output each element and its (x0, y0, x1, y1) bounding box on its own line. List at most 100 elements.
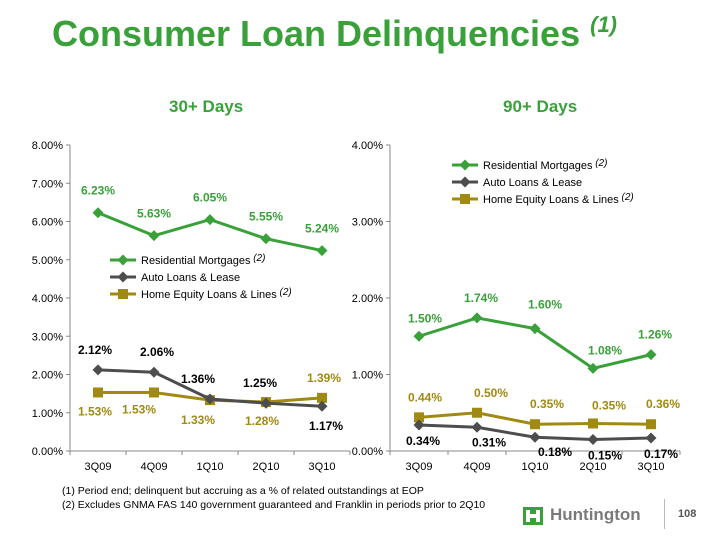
data-label-residential: 1.60% (528, 298, 562, 312)
legend-footnote: (2) (619, 192, 634, 203)
data-point-home_equity (93, 387, 103, 398)
data-label-residential: 5.24% (305, 222, 339, 236)
data-point-auto (316, 400, 328, 412)
x-tick-label: 3Q09 (406, 461, 433, 473)
data-point-auto (471, 421, 483, 433)
legend-label-residential: Residential Mortgages (2) (483, 158, 607, 172)
x-tick-label: 4Q09 (141, 461, 168, 473)
logo-divider (664, 499, 665, 529)
data-point-auto (587, 434, 599, 446)
data-label-auto: 0.17% (644, 447, 678, 461)
data-label-home_equity: 1.39% (307, 371, 341, 385)
page-number: 108 (678, 508, 697, 520)
data-point-home_equity (472, 407, 482, 418)
data-label-home_equity: 0.36% (646, 397, 680, 411)
y-tick-label: 3.00% (352, 217, 383, 229)
x-tick-label: 3Q09 (85, 461, 112, 473)
y-tick-label: 1.00% (352, 370, 383, 382)
data-label-home_equity: 1.53% (78, 404, 112, 418)
legend-marker-home_equity (118, 289, 128, 299)
data-label-home_equity: 0.35% (530, 397, 564, 411)
data-point-residential (645, 349, 657, 361)
y-tick-label: 5.00% (32, 255, 63, 267)
data-label-residential: 1.08% (588, 343, 622, 357)
x-tick-label: 2Q10 (253, 461, 280, 473)
data-label-residential: 6.23% (81, 184, 115, 198)
page-title-footnote: (1) (590, 12, 618, 37)
data-label-auto: 1.17% (309, 419, 343, 433)
footnote-1: (1) Period end; delinquent but accruing … (62, 485, 424, 497)
footnotes: (1) Period end; delinquent but accruing … (62, 484, 485, 512)
y-tick-label: 6.00% (32, 217, 63, 229)
data-point-residential (316, 245, 328, 257)
data-label-auto: 2.06% (140, 345, 174, 359)
legend-marker-residential (117, 254, 129, 266)
y-tick-label: 7.00% (32, 178, 63, 190)
x-tick-label: 1Q10 (197, 461, 224, 473)
data-point-residential (413, 330, 425, 342)
legend-marker-auto (459, 176, 471, 188)
chart-left-title: 30+ Days (169, 97, 244, 116)
y-tick-label: 8.00% (32, 140, 63, 152)
legend-label-auto: Auto Loans & Lease (141, 272, 240, 284)
data-point-home_equity (149, 387, 159, 398)
x-tick-label: 2Q10 (580, 461, 607, 473)
page-title-text: Consumer Loan Delinquencies (52, 13, 581, 54)
data-label-residential: 1.50% (408, 311, 442, 325)
y-tick-label: 2.00% (352, 293, 383, 305)
x-tick-label: 3Q10 (638, 461, 665, 473)
y-tick-label: 1.00% (32, 408, 63, 420)
data-label-auto: 2.12% (78, 343, 112, 357)
data-label-auto: 0.34% (406, 434, 440, 448)
x-tick-label: 3Q10 (309, 461, 336, 473)
data-label-auto: 1.25% (243, 376, 277, 390)
data-label-auto: 1.36% (181, 372, 215, 386)
legend-label-home_equity: Home Equity Loans & Lines (2) (141, 287, 292, 301)
data-point-home_equity (414, 412, 424, 423)
data-point-residential (260, 233, 272, 245)
y-tick-label: 2.00% (32, 370, 63, 382)
legend-marker-auto (117, 271, 129, 283)
data-point-auto (413, 419, 425, 431)
data-label-residential: 1.74% (464, 291, 498, 305)
data-point-residential (471, 312, 483, 324)
logo-text: Huntington (550, 505, 641, 524)
legend-label-residential: Residential Mortgages (2) (141, 253, 265, 267)
data-point-residential (587, 362, 599, 374)
data-label-home_equity: 1.53% (122, 402, 156, 416)
chart-right-title: 90+ Days (503, 97, 578, 116)
data-label-home_equity: 0.44% (408, 390, 442, 404)
data-label-residential: 6.05% (193, 191, 227, 205)
page-title: Consumer Loan Delinquencies (1) (52, 12, 617, 55)
y-tick-label: 0.00% (32, 446, 63, 458)
data-point-residential (529, 323, 541, 335)
footnote-2: (2) Excludes GNMA FAS 140 government gua… (62, 499, 486, 511)
x-tick-label: 1Q10 (522, 461, 549, 473)
x-tick-label: 4Q09 (464, 461, 491, 473)
data-label-home_equity: 1.33% (181, 413, 215, 427)
huntington-logo-icon (523, 507, 543, 525)
y-tick-label: 3.00% (32, 331, 63, 343)
data-point-auto (92, 364, 104, 376)
data-label-residential: 1.26% (638, 328, 672, 342)
legend-footnote: (2) (277, 287, 292, 298)
data-point-auto (645, 432, 657, 444)
data-point-home_equity (317, 392, 327, 403)
data-label-auto: 0.15% (588, 449, 622, 463)
data-label-auto: 0.31% (472, 435, 506, 449)
legend-marker-residential (459, 159, 471, 171)
data-label-auto: 0.18% (538, 445, 572, 459)
y-tick-label: 0.00% (352, 446, 383, 458)
legend-footnote: (2) (592, 158, 607, 169)
data-point-home_equity (646, 419, 656, 430)
data-label-home_equity: 1.28% (245, 414, 279, 428)
data-point-residential (204, 214, 216, 226)
data-point-residential (92, 207, 104, 219)
data-point-home_equity (588, 418, 598, 429)
legend-marker-home_equity (460, 194, 470, 204)
data-label-home_equity: 0.35% (592, 398, 626, 412)
data-point-residential (148, 230, 160, 242)
legend-footnote: (2) (250, 253, 265, 264)
y-tick-label: 4.00% (32, 293, 63, 305)
